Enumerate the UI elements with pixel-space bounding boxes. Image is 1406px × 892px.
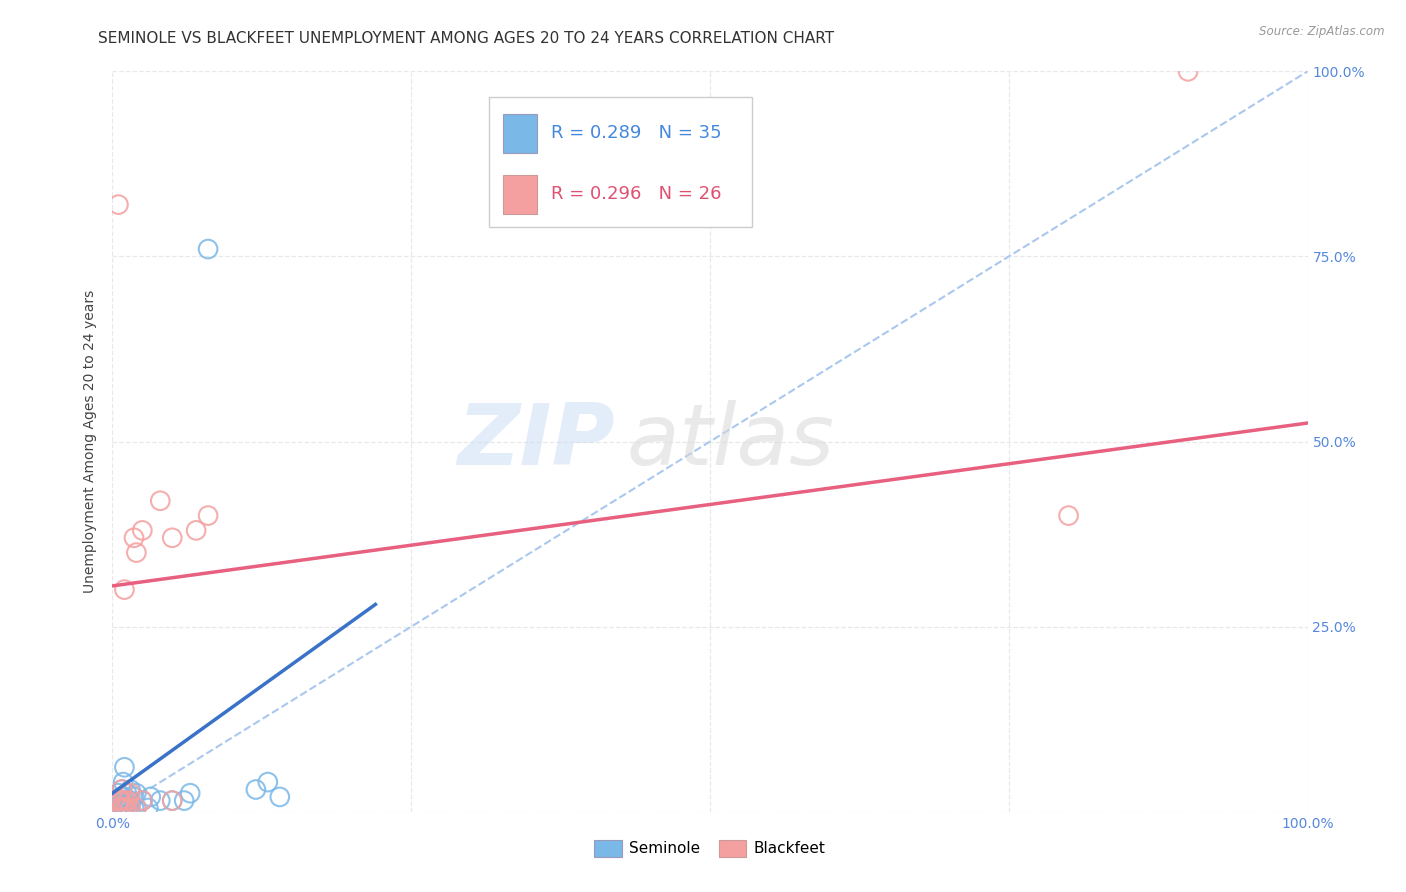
Point — [115, 797, 138, 812]
Point — [110, 797, 132, 812]
Point — [162, 531, 183, 545]
Point — [115, 801, 138, 815]
Point — [122, 531, 145, 545]
Point — [162, 794, 183, 808]
Point — [131, 794, 153, 808]
Point — [114, 789, 135, 804]
Point — [122, 789, 145, 804]
Point — [114, 794, 135, 808]
Point — [149, 493, 172, 508]
Point — [186, 524, 208, 538]
Point — [111, 797, 134, 812]
Point — [149, 794, 172, 808]
FancyBboxPatch shape — [503, 175, 537, 213]
Point — [1057, 508, 1080, 523]
Point — [112, 801, 135, 815]
Point — [111, 782, 134, 797]
FancyBboxPatch shape — [503, 114, 537, 153]
Point — [117, 801, 139, 815]
Point — [1177, 64, 1199, 78]
Text: Source: ZipAtlas.com: Source: ZipAtlas.com — [1260, 25, 1385, 38]
Text: R = 0.296   N = 26: R = 0.296 N = 26 — [551, 186, 721, 203]
Text: ZIP: ZIP — [457, 400, 614, 483]
Point — [131, 524, 153, 538]
Point — [114, 801, 135, 815]
Point — [120, 782, 142, 797]
Point — [115, 786, 138, 800]
Point — [107, 794, 129, 808]
Point — [117, 794, 139, 808]
Point — [120, 786, 142, 800]
Point — [107, 197, 129, 211]
Point — [120, 801, 142, 815]
Point — [162, 794, 183, 808]
Point — [107, 794, 129, 808]
Point — [138, 801, 160, 815]
Point — [125, 801, 148, 815]
Point — [110, 789, 132, 804]
Text: atlas: atlas — [627, 400, 834, 483]
Point — [112, 794, 135, 808]
Point — [107, 801, 129, 815]
Point — [114, 801, 135, 815]
Point — [107, 786, 129, 800]
Point — [117, 794, 139, 808]
Point — [245, 782, 267, 797]
Point — [125, 801, 148, 815]
Point — [114, 582, 135, 597]
Text: SEMINOLE VS BLACKFEET UNEMPLOYMENT AMONG AGES 20 TO 24 YEARS CORRELATION CHART: SEMINOLE VS BLACKFEET UNEMPLOYMENT AMONG… — [98, 31, 835, 46]
Point — [120, 794, 142, 808]
Point — [125, 546, 148, 560]
Point — [257, 775, 280, 789]
Text: R = 0.289   N = 35: R = 0.289 N = 35 — [551, 124, 721, 142]
Point — [173, 794, 195, 808]
Point — [131, 794, 153, 808]
Point — [111, 782, 134, 797]
Point — [197, 508, 219, 523]
Point — [112, 775, 135, 789]
Point — [197, 242, 219, 256]
Point — [110, 794, 132, 808]
Point — [125, 786, 148, 800]
Point — [114, 760, 135, 774]
Point — [122, 801, 145, 815]
Legend: Seminole, Blackfeet: Seminole, Blackfeet — [588, 833, 832, 863]
Point — [110, 794, 132, 808]
Point — [120, 801, 142, 815]
Point — [111, 801, 134, 815]
Point — [179, 786, 201, 800]
Point — [107, 801, 129, 815]
Point — [139, 789, 162, 804]
Y-axis label: Unemployment Among Ages 20 to 24 years: Unemployment Among Ages 20 to 24 years — [83, 290, 97, 593]
FancyBboxPatch shape — [489, 97, 752, 227]
Point — [269, 789, 291, 804]
